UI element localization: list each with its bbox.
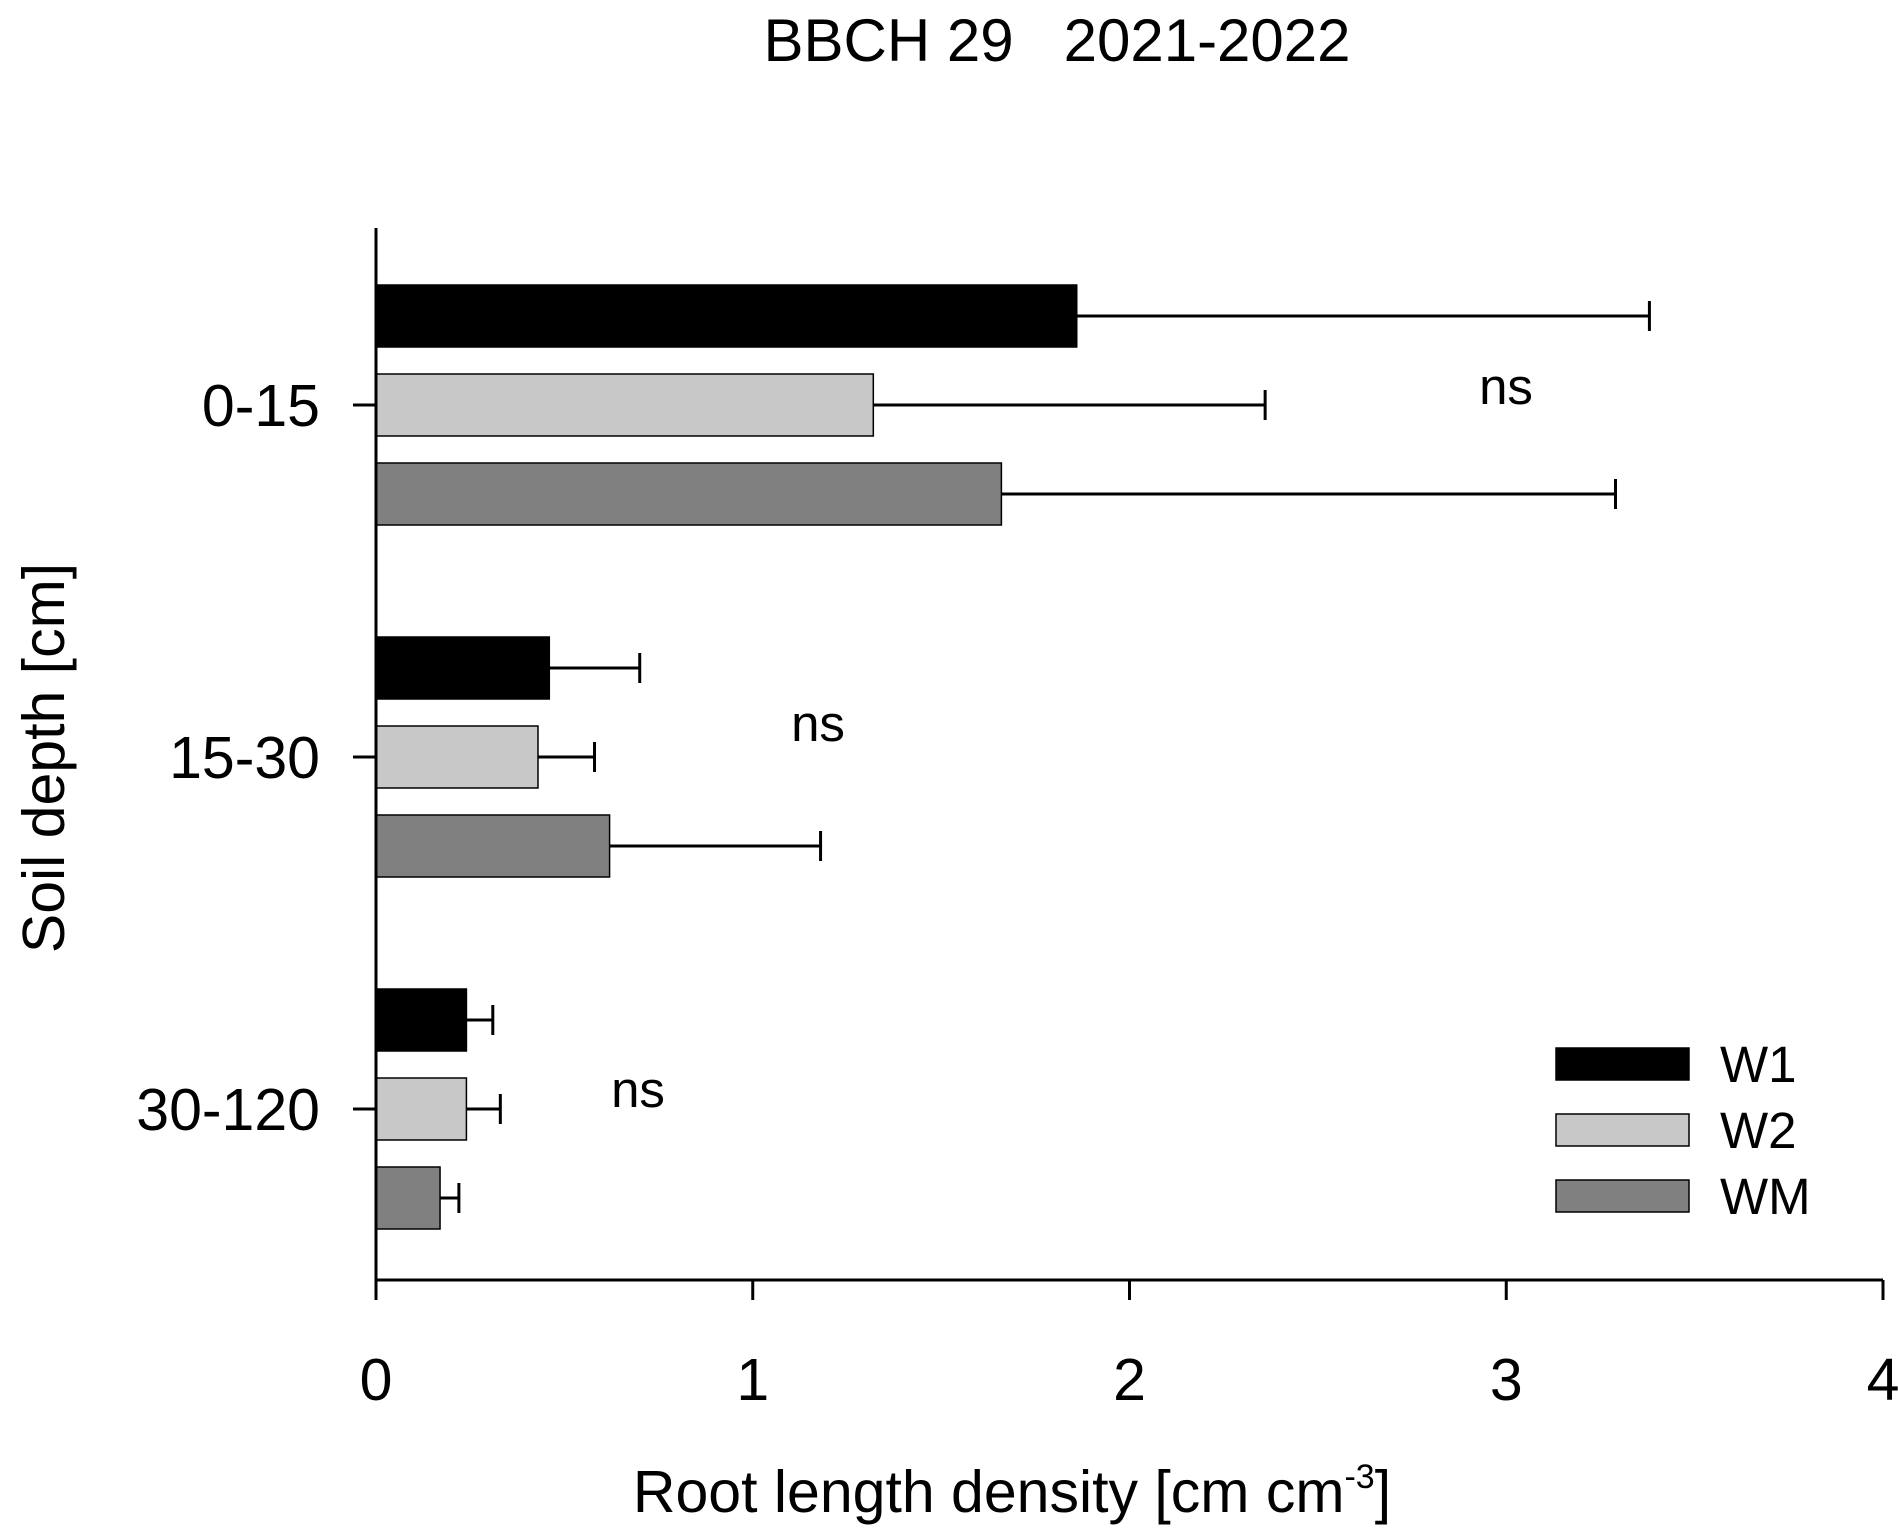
legend-label-w2: W2 <box>1720 1102 1797 1159</box>
x-axis-label-suffix: ] <box>1375 1459 1391 1525</box>
bar-w1-30-120 <box>375 988 468 1052</box>
legend-label-w1: W1 <box>1720 1036 1797 1093</box>
chart-title: BBCH 29 2021-2022 <box>763 7 1350 74</box>
legend-swatch-wm <box>1555 1179 1690 1213</box>
bar-wm-15-30 <box>375 814 611 878</box>
annotation-ns: ns <box>611 1061 665 1118</box>
y-tick-label: 30-120 <box>136 1077 320 1143</box>
annotation-ns: ns <box>1479 358 1533 415</box>
bar-w2-15-30 <box>375 725 539 789</box>
y-tick-label: 15-30 <box>169 725 320 791</box>
y-axis-label: Soil depth [cm] <box>11 563 77 953</box>
x-axis-ticks: 0 1 2 3 4 <box>360 1280 1898 1413</box>
bar-wm-30-120 <box>375 1166 441 1230</box>
x-tick-label: 4 <box>1867 1347 1898 1413</box>
legend-swatch-w2 <box>1555 1113 1690 1147</box>
legend-label-wm: WM <box>1720 1168 1811 1225</box>
legend: W1 W2 WM <box>1555 1036 1811 1225</box>
bar-w1-0-15 <box>375 284 1078 348</box>
x-tick-label: 1 <box>736 1347 769 1413</box>
y-tick-label: 0-15 <box>202 373 320 439</box>
bar-w2-0-15 <box>375 373 875 437</box>
bar-wm-0-15 <box>375 462 1003 526</box>
x-tick-label: 0 <box>360 1347 393 1413</box>
legend-swatch-w1 <box>1555 1047 1690 1081</box>
x-axis-label-main: Root length density [cm cm <box>633 1459 1345 1525</box>
annotation-ns: ns <box>791 695 845 752</box>
x-tick-label: 2 <box>1113 1347 1146 1413</box>
x-tick-label: 3 <box>1490 1347 1523 1413</box>
bar-w2-30-120 <box>375 1077 468 1141</box>
bar-w1-15-30 <box>375 636 551 700</box>
plot-area: ns ns ns <box>375 284 1651 1230</box>
x-axis-label: Root length density [cm cm-3] <box>633 1458 1391 1525</box>
y-axis-ticks: 0-15 15-30 30-120 <box>136 373 376 1143</box>
x-axis-label-superscript: -3 <box>1344 1458 1374 1496</box>
